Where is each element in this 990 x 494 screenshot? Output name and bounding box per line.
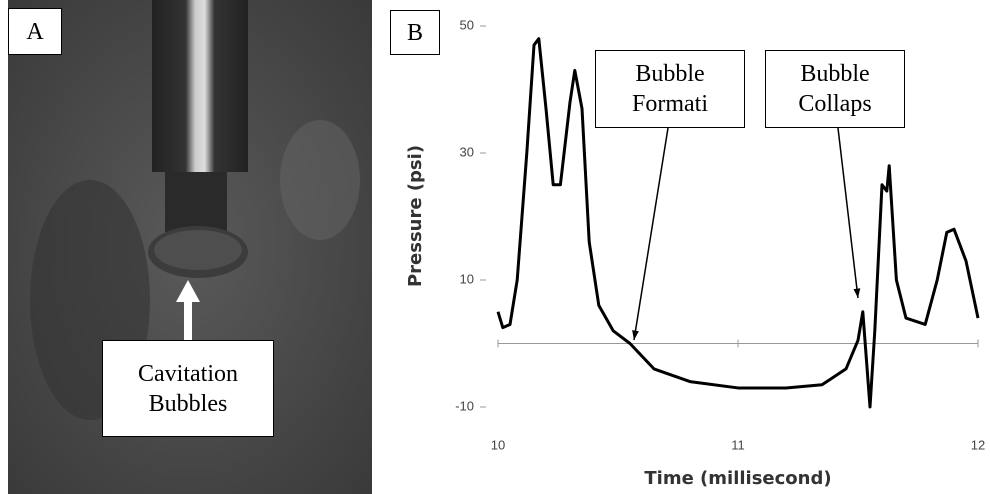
x-tick-label: 12 [971,437,985,452]
x-axis-title: Time (millisecond) [644,468,831,489]
y-tick-label: -10 [455,398,474,413]
annotation-box: Bubble Formati [595,50,745,128]
x-tick-label: 11 [731,437,745,452]
panel-label: B [390,10,440,55]
annotation-arrow [837,127,859,299]
y-axis-title: Pressure (psi) [405,145,426,287]
photo-annotation: Cavitation Bubbles [102,340,274,437]
data-line [496,37,980,409]
y-tick-label: 30 [460,144,474,159]
arrow-head [632,330,639,340]
panel-label: A [8,8,62,55]
y-tick-label: 10 [460,271,474,286]
arrow-head [853,288,861,298]
annotation-arrow [633,127,669,341]
chart: -10 10 30 50 10 11 12 Time (millisecond) Pressur… [405,17,985,489]
x-tick-label: 10 [491,437,505,452]
y-tick-label: 50 [460,17,474,32]
annotation-box: Bubble Collaps [765,50,905,128]
